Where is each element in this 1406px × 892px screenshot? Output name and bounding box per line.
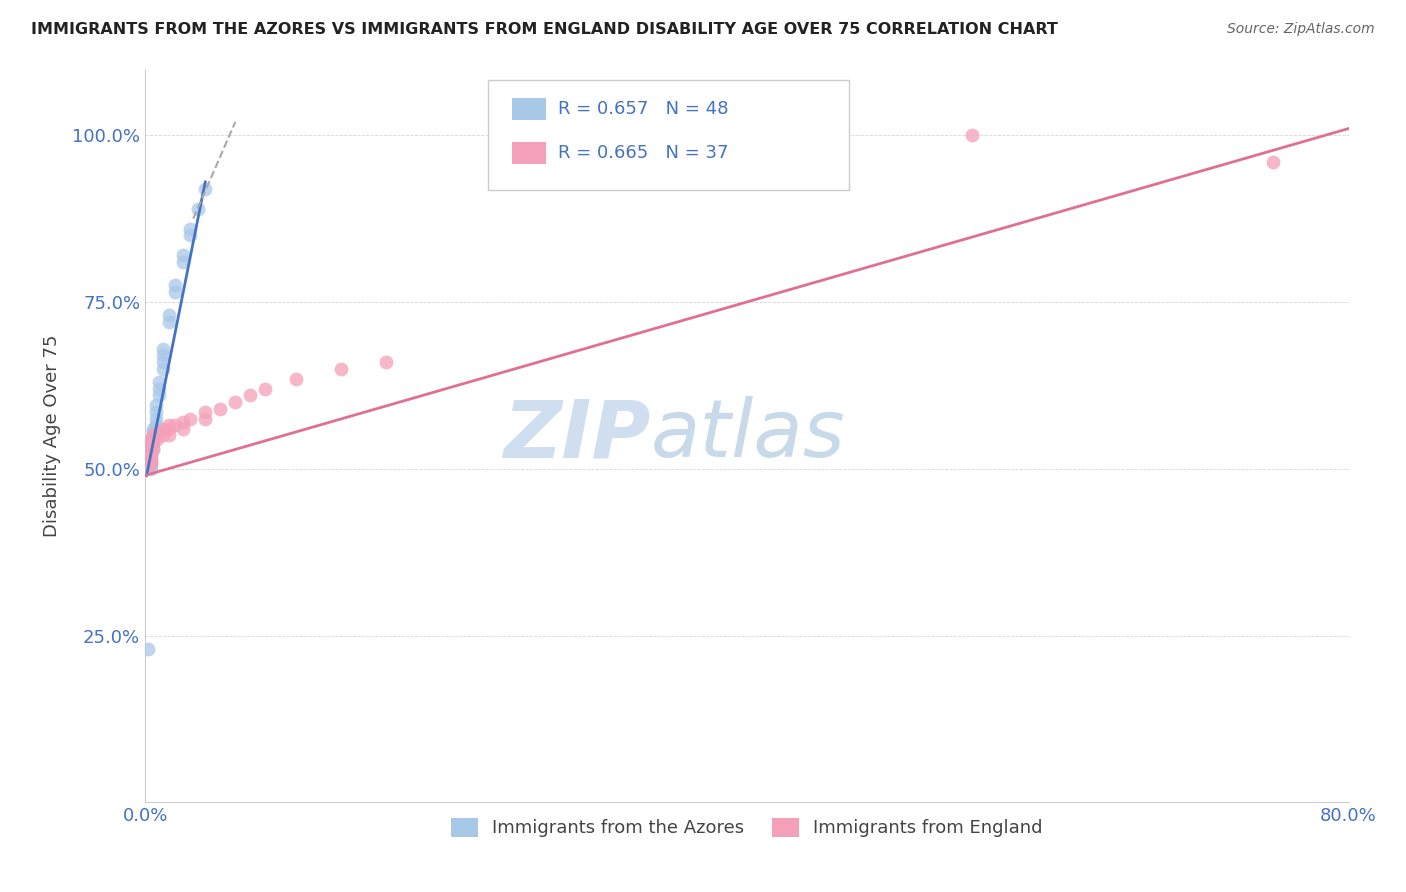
Point xyxy=(209,401,232,416)
Point xyxy=(962,128,984,143)
Point xyxy=(136,455,159,469)
Text: Source: ZipAtlas.com: Source: ZipAtlas.com xyxy=(1227,22,1375,37)
Point xyxy=(165,285,187,299)
Point xyxy=(187,202,209,216)
Point xyxy=(139,455,162,469)
Point xyxy=(157,418,180,433)
Point xyxy=(138,442,160,456)
Point xyxy=(194,405,217,419)
Point xyxy=(172,415,194,429)
Point xyxy=(138,455,160,469)
Point xyxy=(142,428,165,442)
Point xyxy=(142,432,165,446)
Point xyxy=(138,458,160,473)
Point xyxy=(145,425,167,439)
Point xyxy=(145,418,167,433)
Point xyxy=(138,449,160,463)
Point xyxy=(152,422,174,436)
Point xyxy=(139,432,162,446)
Point xyxy=(157,422,180,436)
Point xyxy=(138,455,160,469)
Point xyxy=(152,428,174,442)
Point xyxy=(146,432,169,446)
Point xyxy=(138,449,160,463)
Point xyxy=(136,641,159,656)
Point xyxy=(194,181,217,195)
Point xyxy=(165,278,187,293)
Point xyxy=(142,438,165,452)
Point xyxy=(139,449,162,463)
Point xyxy=(136,449,159,463)
Text: ZIP: ZIP xyxy=(503,396,651,475)
Point xyxy=(157,309,180,323)
Point xyxy=(329,361,352,376)
Point xyxy=(194,411,217,425)
Point xyxy=(145,398,167,412)
Legend: Immigrants from the Azores, Immigrants from England: Immigrants from the Azores, Immigrants f… xyxy=(444,811,1050,845)
FancyBboxPatch shape xyxy=(512,98,546,120)
Point xyxy=(142,442,165,456)
Point xyxy=(239,388,262,402)
Point xyxy=(146,425,169,439)
Point xyxy=(152,361,174,376)
Point xyxy=(157,428,180,442)
Point xyxy=(139,458,162,473)
Point xyxy=(142,435,165,450)
Point xyxy=(179,228,201,243)
Point xyxy=(139,432,162,446)
Point xyxy=(148,375,170,389)
Point xyxy=(152,348,174,362)
Point xyxy=(224,395,246,409)
Point xyxy=(374,355,396,369)
Point xyxy=(165,418,187,433)
Point xyxy=(139,445,162,459)
Point xyxy=(136,438,159,452)
Point xyxy=(136,455,159,469)
Point xyxy=(136,445,159,459)
Point xyxy=(145,405,167,419)
Point xyxy=(1263,155,1285,169)
Point xyxy=(138,458,160,473)
Point xyxy=(172,422,194,436)
Point xyxy=(142,442,165,456)
Point xyxy=(139,435,162,450)
Point xyxy=(139,435,162,450)
Y-axis label: Disability Age Over 75: Disability Age Over 75 xyxy=(44,334,60,537)
Point xyxy=(254,382,277,396)
Point xyxy=(142,422,165,436)
Point xyxy=(136,442,159,456)
Point xyxy=(139,449,162,463)
Point xyxy=(172,255,194,269)
Text: atlas: atlas xyxy=(651,396,845,475)
Point xyxy=(142,428,165,442)
Point xyxy=(138,445,160,459)
Point xyxy=(152,355,174,369)
Point xyxy=(139,455,162,469)
Point xyxy=(139,451,162,466)
Point xyxy=(284,372,307,386)
FancyBboxPatch shape xyxy=(512,142,546,164)
Point xyxy=(179,221,201,235)
Point xyxy=(148,388,170,402)
Point xyxy=(145,411,167,425)
Text: R = 0.665   N = 37: R = 0.665 N = 37 xyxy=(558,144,728,162)
Point xyxy=(138,451,160,466)
Point xyxy=(142,435,165,450)
Point xyxy=(138,445,160,459)
Point xyxy=(179,411,201,425)
Point xyxy=(152,342,174,356)
Point xyxy=(139,442,162,456)
Point xyxy=(139,442,162,456)
FancyBboxPatch shape xyxy=(488,79,849,190)
Point xyxy=(172,248,194,262)
Point xyxy=(148,382,170,396)
Point xyxy=(157,315,180,329)
Text: R = 0.657   N = 48: R = 0.657 N = 48 xyxy=(558,100,728,118)
Point xyxy=(139,462,162,476)
Point xyxy=(142,425,165,439)
Text: IMMIGRANTS FROM THE AZORES VS IMMIGRANTS FROM ENGLAND DISABILITY AGE OVER 75 COR: IMMIGRANTS FROM THE AZORES VS IMMIGRANTS… xyxy=(31,22,1057,37)
